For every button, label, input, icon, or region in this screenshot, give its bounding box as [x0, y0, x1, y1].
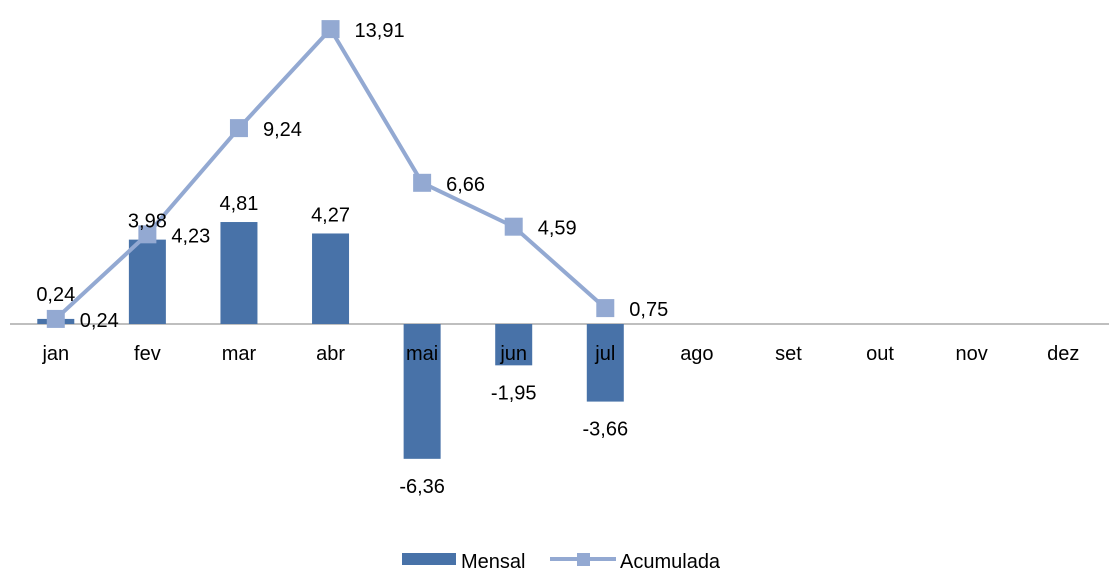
bar-fev	[128, 239, 166, 324]
line-label-jan: 0,24	[80, 310, 119, 332]
line-label-abr: 13,91	[355, 20, 405, 42]
bar-jul	[586, 324, 624, 402]
legend-label-mensal: Mensal	[461, 551, 525, 569]
line-marker-jul	[596, 299, 615, 318]
x-tick-mai: mai	[406, 343, 438, 365]
legend-swatch-acumulada-marker	[577, 553, 590, 566]
data-labels: 0,24 3,98 4,81 4,27 -6,36 -1,95 -3,66 0,24 4,23 9…	[36, 20, 668, 498]
x-tick-out: out	[866, 343, 894, 365]
line-marker-abr	[321, 20, 340, 39]
x-tick-jul: jul	[594, 343, 615, 365]
x-tick-labels: jan fev mar abr mai jun jul ago set out nov dez	[41, 343, 1079, 365]
line-label-fev: 4,23	[171, 225, 210, 247]
bar-abr	[312, 233, 350, 324]
line-label-mar: 9,24	[263, 119, 302, 141]
bar-mai	[403, 324, 441, 459]
bar-label-jul: -3,66	[582, 419, 628, 441]
bar-label-mar: 4,81	[219, 193, 258, 215]
bar-label-jun: -1,95	[491, 382, 537, 404]
bar-label-fev: 3,98	[128, 211, 167, 233]
x-tick-jan: jan	[41, 343, 69, 365]
bar-series	[37, 222, 624, 459]
x-tick-dez: dez	[1047, 343, 1079, 365]
x-tick-jun: jun	[499, 343, 527, 365]
legend-label-acumulada: Acumulada	[620, 551, 721, 569]
line-label-mai: 6,66	[446, 174, 485, 196]
line-label-jun: 4,59	[538, 218, 577, 240]
x-tick-nov: nov	[956, 343, 988, 365]
bar-jun	[495, 324, 533, 366]
line-marker-mai	[413, 173, 432, 192]
line-marker-mar	[229, 119, 248, 138]
x-tick-mar: mar	[222, 343, 257, 365]
bar-mar	[220, 222, 258, 324]
line-label-jul: 0,75	[629, 299, 668, 321]
line-marker-jan	[46, 309, 65, 328]
bar-label-abr: 4,27	[311, 204, 350, 226]
legend-swatch-mensal	[402, 553, 456, 565]
x-tick-ago: ago	[680, 343, 713, 365]
line-series	[46, 20, 615, 328]
x-tick-fev: fev	[134, 343, 161, 365]
x-tick-set: set	[775, 343, 802, 365]
x-tick-abr: abr	[316, 343, 345, 365]
legend: Mensal Acumulada	[402, 551, 721, 569]
line-marker-fev	[138, 225, 157, 244]
line-marker-jun	[504, 217, 523, 236]
bar-label-jan: 0,24	[36, 284, 75, 306]
bar-label-mai: -6,36	[399, 476, 445, 498]
